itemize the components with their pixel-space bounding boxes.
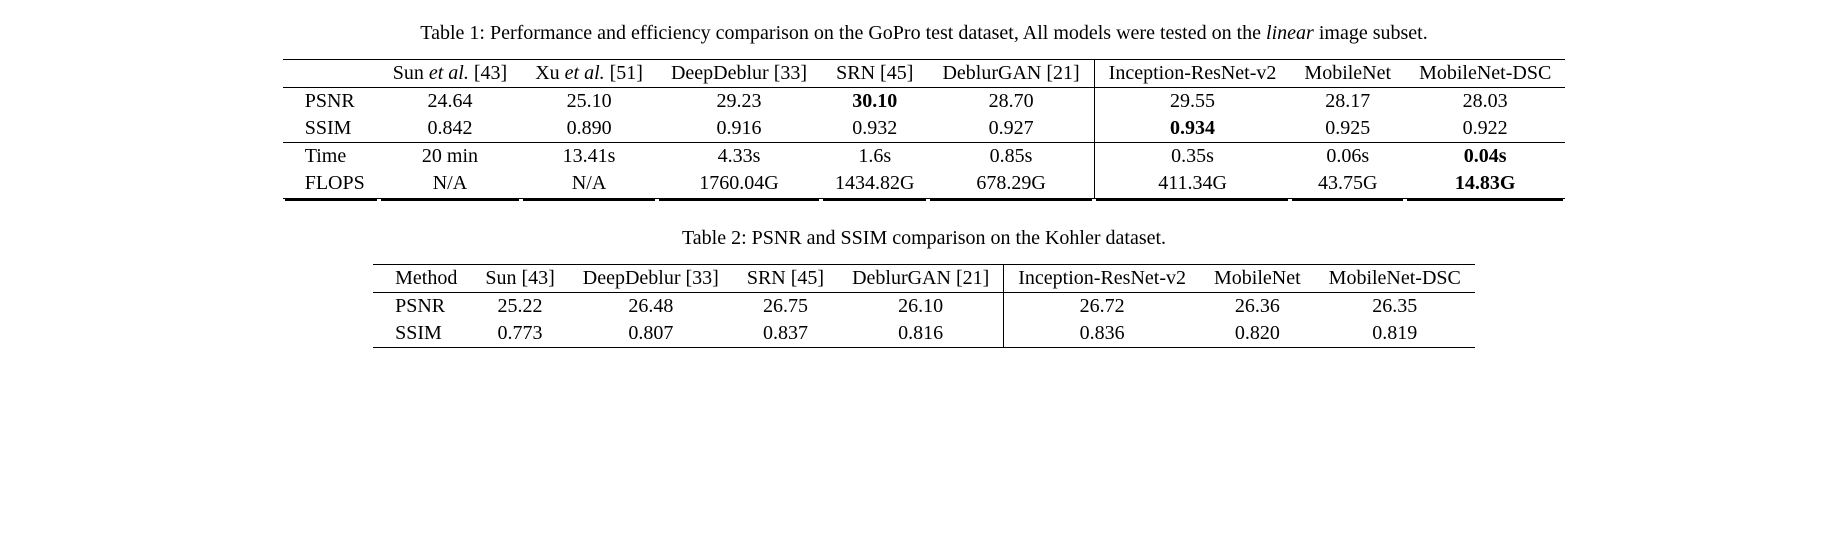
col-header: DeblurGAN [21] (928, 60, 1094, 88)
table1-caption: Table 1: Performance and efficiency comp… (24, 22, 1824, 45)
table-cell: 26.72 (1004, 293, 1200, 321)
row-header: FLOPS (283, 170, 379, 199)
table-cell: 0.85s (928, 143, 1094, 171)
col-header: SRN [45] (821, 60, 928, 88)
table-cell: 24.64 (379, 88, 521, 116)
table-cell: 25.22 (471, 293, 568, 321)
table-cell: 20 min (379, 143, 521, 171)
col-header: DeepDeblur [33] (569, 265, 733, 293)
table-cell: 28.17 (1290, 88, 1405, 116)
table-cell: 26.75 (733, 293, 838, 321)
table-cell: 28.70 (928, 88, 1094, 116)
table-cell: 0.916 (657, 115, 821, 143)
table-cell: 29.23 (657, 88, 821, 116)
col-header: Sun et al. [43] (379, 60, 521, 88)
table-cell: 0.06s (1290, 143, 1405, 171)
table-cell: 0.934 (1094, 115, 1290, 143)
table-cell: 1434.82G (821, 170, 928, 199)
table-cell: 0.932 (821, 115, 928, 143)
col-header: MobileNet-DSC (1405, 60, 1565, 88)
table-cell: 26.36 (1200, 293, 1315, 321)
table-cell: 43.75G (1290, 170, 1405, 199)
table-cell: 0.837 (733, 320, 838, 348)
row-header: PSNR (283, 88, 379, 116)
col-header: Inception-ResNet-v2 (1094, 60, 1290, 88)
table2: MethodSun [43]DeepDeblur [33]SRN [45]Deb… (373, 264, 1475, 348)
table-cell: 0.925 (1290, 115, 1405, 143)
table-cell: 25.10 (521, 88, 657, 116)
col-header: Xu et al. [51] (521, 60, 657, 88)
table-cell: 678.29G (928, 170, 1094, 199)
table-cell: 0.922 (1405, 115, 1565, 143)
table-cell: 29.55 (1094, 88, 1290, 116)
table-cell: 0.807 (569, 320, 733, 348)
table-cell: 0.927 (928, 115, 1094, 143)
col-header: DeblurGAN [21] (838, 265, 1004, 293)
table1-caption-italic: linear (1266, 22, 1314, 44)
table-cell: 0.35s (1094, 143, 1290, 171)
table2-caption: Table 2: PSNR and SSIM comparison on the… (24, 227, 1824, 250)
table-cell: N/A (379, 170, 521, 199)
table-cell: 26.35 (1315, 293, 1475, 321)
table1: Sun et al. [43]Xu et al. [51]DeepDeblur … (283, 59, 1566, 199)
row-header: PSNR (373, 293, 471, 321)
table-cell: 0.773 (471, 320, 568, 348)
table-cell: 1760.04G (657, 170, 821, 199)
table-cell: 1.6s (821, 143, 928, 171)
table-cell: 0.820 (1200, 320, 1315, 348)
row-header: SSIM (283, 115, 379, 143)
col-header: Inception-ResNet-v2 (1004, 265, 1200, 293)
table-cell: 0.04s (1405, 143, 1565, 171)
row-header: Time (283, 143, 379, 171)
table-cell: 30.10 (821, 88, 928, 116)
table-cell: 0.816 (838, 320, 1004, 348)
table-cell: 26.10 (838, 293, 1004, 321)
table-cell: 4.33s (657, 143, 821, 171)
table1-caption-suffix: image subset. (1314, 22, 1428, 44)
col-header-empty: Method (373, 265, 471, 293)
table-cell: 28.03 (1405, 88, 1565, 116)
table-cell: 0.819 (1315, 320, 1475, 348)
col-header: MobileNet-DSC (1315, 265, 1475, 293)
table-cell: 411.34G (1094, 170, 1290, 199)
table-cell: N/A (521, 170, 657, 199)
table-cell: 0.836 (1004, 320, 1200, 348)
col-header: SRN [45] (733, 265, 838, 293)
table-cell: 14.83G (1405, 170, 1565, 199)
col-header: DeepDeblur [33] (657, 60, 821, 88)
col-header: MobileNet (1290, 60, 1405, 88)
row-header: SSIM (373, 320, 471, 348)
col-header: MobileNet (1200, 265, 1315, 293)
table-cell: 0.842 (379, 115, 521, 143)
col-header: Sun [43] (471, 265, 568, 293)
table-cell: 0.890 (521, 115, 657, 143)
table-cell: 13.41s (521, 143, 657, 171)
table1-caption-prefix: Table 1: Performance and efficiency comp… (420, 22, 1266, 44)
table-cell: 26.48 (569, 293, 733, 321)
col-header-empty (283, 60, 379, 88)
